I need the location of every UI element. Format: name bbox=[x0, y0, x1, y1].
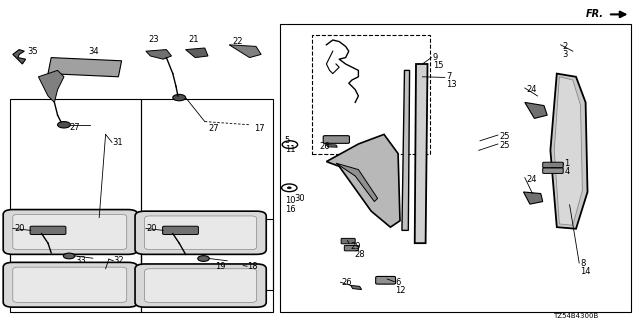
Polygon shape bbox=[336, 163, 378, 202]
Circle shape bbox=[173, 94, 186, 101]
Text: 33: 33 bbox=[76, 256, 86, 265]
Text: 20: 20 bbox=[146, 224, 156, 233]
Text: 24: 24 bbox=[526, 85, 536, 94]
Text: 3: 3 bbox=[562, 50, 567, 59]
Circle shape bbox=[282, 184, 297, 192]
FancyBboxPatch shape bbox=[543, 168, 563, 173]
Text: 34: 34 bbox=[88, 47, 99, 56]
Polygon shape bbox=[38, 70, 64, 102]
FancyBboxPatch shape bbox=[135, 211, 266, 254]
Text: 18: 18 bbox=[247, 262, 258, 271]
Text: 1: 1 bbox=[564, 159, 570, 168]
FancyBboxPatch shape bbox=[323, 136, 349, 143]
Polygon shape bbox=[554, 77, 582, 225]
Text: TZ54B4300B: TZ54B4300B bbox=[554, 313, 598, 319]
Text: 12: 12 bbox=[396, 286, 406, 295]
FancyBboxPatch shape bbox=[341, 238, 355, 244]
FancyBboxPatch shape bbox=[163, 226, 198, 235]
Text: 27: 27 bbox=[69, 124, 80, 132]
Text: 23: 23 bbox=[148, 36, 159, 44]
Text: 8: 8 bbox=[580, 259, 586, 268]
Polygon shape bbox=[326, 134, 400, 227]
Polygon shape bbox=[351, 285, 362, 290]
FancyBboxPatch shape bbox=[344, 245, 358, 251]
FancyBboxPatch shape bbox=[30, 226, 66, 235]
Polygon shape bbox=[229, 45, 261, 58]
FancyBboxPatch shape bbox=[145, 216, 257, 250]
Text: 15: 15 bbox=[433, 61, 443, 70]
Bar bbox=[141, 99, 273, 290]
Text: 26: 26 bbox=[342, 278, 353, 287]
Text: 26: 26 bbox=[319, 142, 330, 151]
Text: 27: 27 bbox=[208, 124, 219, 133]
Text: 10: 10 bbox=[285, 196, 295, 205]
Text: 6: 6 bbox=[396, 278, 401, 287]
FancyBboxPatch shape bbox=[376, 276, 396, 284]
Text: 21: 21 bbox=[189, 36, 199, 44]
Text: 16: 16 bbox=[285, 205, 296, 214]
Text: 25: 25 bbox=[499, 141, 509, 150]
FancyBboxPatch shape bbox=[13, 214, 127, 250]
Text: 19: 19 bbox=[215, 262, 225, 271]
Polygon shape bbox=[415, 64, 428, 243]
Text: 30: 30 bbox=[294, 194, 305, 203]
Circle shape bbox=[63, 253, 75, 259]
Text: 22: 22 bbox=[232, 37, 243, 46]
FancyBboxPatch shape bbox=[145, 269, 257, 302]
Text: 17: 17 bbox=[254, 124, 265, 133]
Text: 28: 28 bbox=[354, 250, 365, 259]
Text: 29: 29 bbox=[351, 242, 361, 251]
Polygon shape bbox=[146, 50, 172, 59]
Text: 14: 14 bbox=[580, 267, 591, 276]
Circle shape bbox=[58, 122, 70, 128]
Text: 4: 4 bbox=[564, 167, 570, 176]
Text: 2: 2 bbox=[562, 42, 567, 51]
Circle shape bbox=[287, 187, 291, 189]
Bar bbox=[312, 35, 430, 154]
Polygon shape bbox=[525, 102, 547, 118]
Polygon shape bbox=[550, 74, 588, 229]
Text: 5: 5 bbox=[285, 136, 290, 145]
Polygon shape bbox=[402, 70, 410, 230]
Circle shape bbox=[198, 256, 209, 261]
FancyBboxPatch shape bbox=[135, 264, 266, 307]
Text: 25: 25 bbox=[499, 132, 509, 141]
Bar bbox=[10, 99, 141, 290]
Polygon shape bbox=[186, 48, 208, 58]
Text: 7: 7 bbox=[446, 72, 451, 81]
Text: 31: 31 bbox=[112, 138, 123, 147]
FancyBboxPatch shape bbox=[543, 162, 563, 168]
Text: FR.: FR. bbox=[586, 9, 604, 19]
Text: 9: 9 bbox=[433, 53, 438, 62]
Bar bbox=[10, 219, 141, 312]
Polygon shape bbox=[13, 50, 26, 64]
Polygon shape bbox=[524, 192, 543, 204]
Bar bbox=[141, 219, 273, 312]
Circle shape bbox=[282, 141, 298, 148]
FancyBboxPatch shape bbox=[3, 210, 138, 254]
Text: 24: 24 bbox=[526, 175, 536, 184]
FancyBboxPatch shape bbox=[3, 262, 138, 307]
Text: 13: 13 bbox=[446, 80, 457, 89]
Text: 35: 35 bbox=[27, 47, 38, 56]
Text: 11: 11 bbox=[285, 145, 295, 154]
Polygon shape bbox=[326, 145, 337, 147]
Bar bbox=[280, 24, 631, 312]
Polygon shape bbox=[48, 58, 122, 77]
FancyBboxPatch shape bbox=[13, 267, 127, 302]
Text: 32: 32 bbox=[113, 256, 124, 265]
Text: 20: 20 bbox=[14, 224, 24, 233]
